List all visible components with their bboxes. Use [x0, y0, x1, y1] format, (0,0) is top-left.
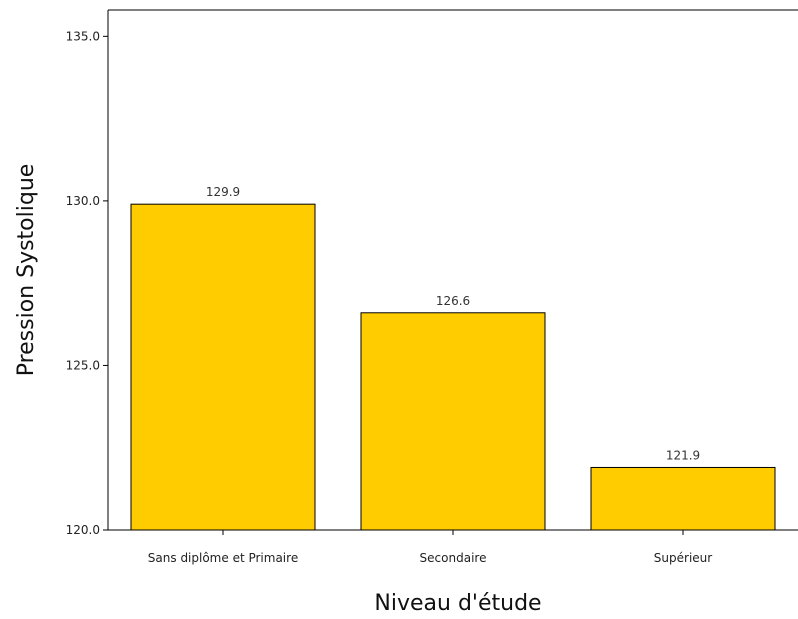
bar	[590, 466, 776, 531]
y-axis-title: Pression Systolique	[14, 164, 39, 377]
bar	[360, 312, 546, 531]
x-ticks: Sans diplôme et Primaire Secondaire Supéri…	[148, 530, 712, 565]
y-ticks: 120.0 125.0 130.0 135.0	[66, 29, 108, 537]
y-tick-label: 130.0	[66, 194, 100, 208]
y-tick-label: 125.0	[66, 358, 100, 372]
x-category-label: Secondaire	[420, 551, 487, 565]
bars	[130, 203, 776, 531]
x-category-label: Sans diplôme et Primaire	[148, 551, 298, 565]
x-axis-title: Niveau d'étude	[374, 591, 541, 616]
bar-value-label: 126.6	[436, 294, 470, 308]
bar-value-label: 129.9	[206, 185, 240, 199]
y-tick-label: 120.0	[66, 523, 100, 537]
bar-value-label: 121.9	[666, 448, 700, 462]
y-tick-label: 135.0	[66, 29, 100, 43]
x-category-label: Supérieur	[654, 551, 712, 565]
data-labels: 129.9 126.6 121.9	[206, 185, 700, 462]
bar	[130, 203, 316, 531]
